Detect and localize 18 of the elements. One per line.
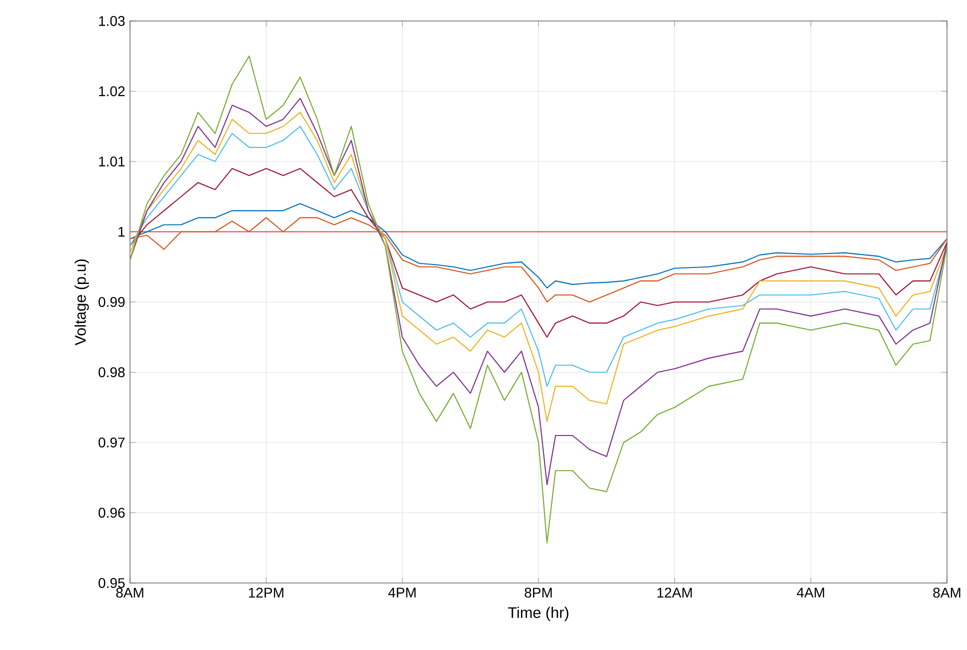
x-tick-label: 12PM	[248, 588, 284, 598]
x-tick-label: 8PM	[524, 588, 552, 598]
y-tick-label: 0.99	[98, 297, 125, 307]
y-tick-label: 1.03	[99, 16, 125, 26]
y-tick-label: 0.96	[98, 508, 125, 518]
y-tick-label: 1.02	[99, 86, 125, 96]
y-tick-label: 1.01	[99, 156, 125, 166]
x-tick-label: 4PM	[388, 588, 416, 598]
x-axis-title: Time (hr)	[508, 606, 568, 622]
x-tick-label: 8AM	[933, 588, 960, 598]
y-tick-label: 1	[118, 226, 125, 237]
y-tick-label: 0.95	[98, 578, 125, 588]
x-tick-label: 12AM	[657, 588, 692, 598]
y-tick-label: 0.97	[98, 438, 125, 448]
x-tick-label: 8AM	[116, 588, 144, 598]
y-tick-label: 0.98	[98, 367, 125, 378]
x-tick-label: 4AM	[796, 588, 824, 598]
y-axis-title: Voltage (p.u)	[74, 259, 89, 346]
